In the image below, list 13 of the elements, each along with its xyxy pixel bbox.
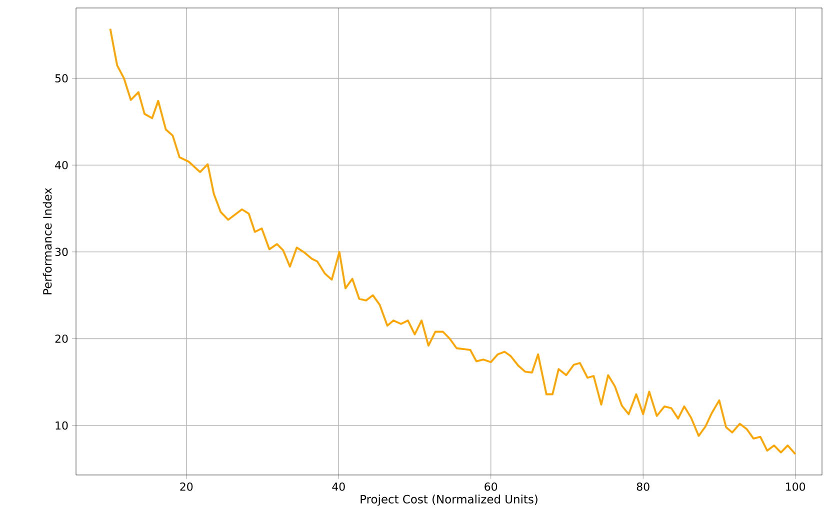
y-tick-label: 10 [56,421,68,430]
x-tick-label: 40 [332,482,345,491]
x-tick-label: 60 [484,482,498,491]
line-series [109,28,796,456]
y-axis-title: Performance Index [42,188,52,294]
x-tick-label: 80 [636,482,650,491]
x-tick-label: 100 [786,482,806,491]
y-tick-label: 40 [55,160,68,170]
x-tick-label: 20 [180,482,193,491]
x-axis-title: Project Cost (Normalized Units) [360,494,538,506]
y-tick-label: 50 [55,74,68,82]
y-tick-label: 30 [55,248,68,256]
y-tick-label: 20 [55,334,68,343]
